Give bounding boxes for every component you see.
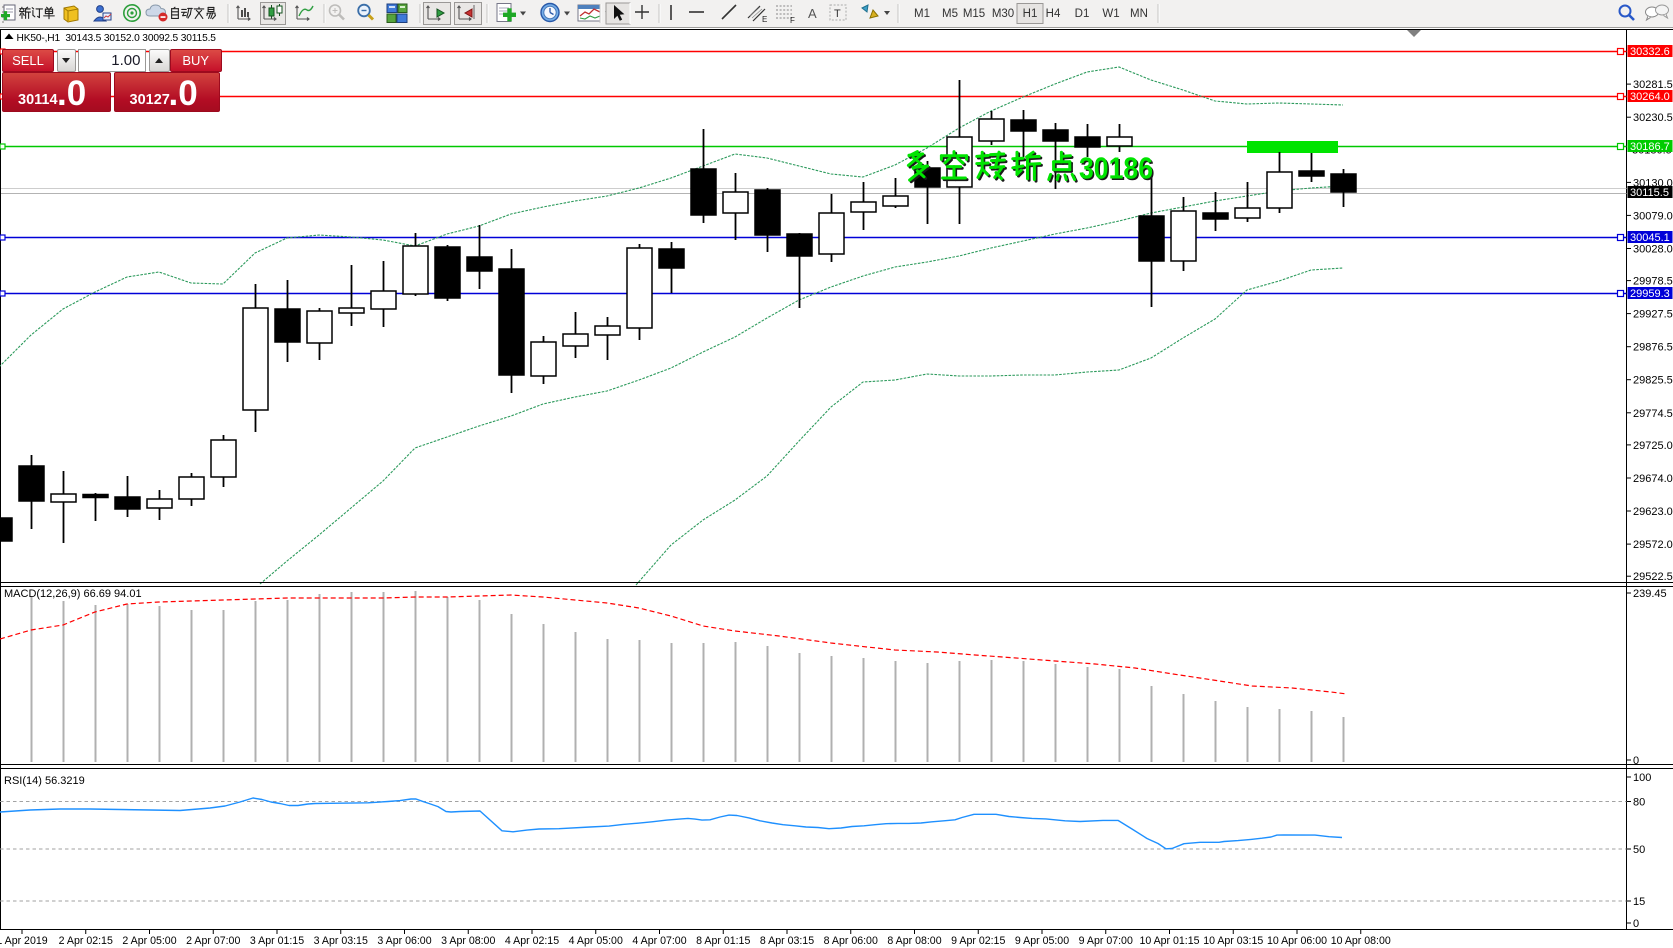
svg-text:29959.3: 29959.3 [1630,288,1670,300]
svg-text:2 Apr 07:00: 2 Apr 07:00 [186,935,240,947]
svg-text:4 Apr 02:15: 4 Apr 02:15 [505,935,559,947]
svg-text:8 Apr 08:00: 8 Apr 08:00 [887,935,941,947]
svg-text:8 Apr 01:15: 8 Apr 01:15 [696,935,750,947]
svg-text:30028.0: 30028.0 [1633,244,1673,256]
svg-text:2 Apr 02:15: 2 Apr 02:15 [59,935,113,947]
svg-text:30186: 30186 [1081,152,1155,187]
svg-text:D1: D1 [1075,8,1090,20]
svg-text:E: E [762,15,767,24]
svg-text:29674.0: 29674.0 [1633,473,1673,485]
svg-text:RSI(14) 56.3219: RSI(14) 56.3219 [4,775,85,787]
svg-text:30332.6: 30332.6 [1630,46,1670,58]
svg-text:H1: H1 [1023,8,1038,20]
svg-text:1 Apr 2019: 1 Apr 2019 [0,935,48,947]
svg-text:HK50-,H1 30143.5 30152.0 3009: HK50-,H1 30143.5 30152.0 30092.5 30115.5 [17,33,217,44]
svg-text:4 Apr 05:00: 4 Apr 05:00 [569,935,623,947]
svg-text:A: A [808,6,817,21]
svg-text:8 Apr 06:00: 8 Apr 06:00 [824,935,878,947]
svg-text:30230.5: 30230.5 [1633,112,1673,124]
svg-text:MACD(12,26,9) 66.69 94.01: MACD(12,26,9) 66.69 94.01 [4,588,142,600]
svg-text:50: 50 [1633,844,1645,856]
svg-text:W1: W1 [1102,8,1119,20]
svg-text:29572.0: 29572.0 [1633,539,1673,551]
svg-text:29876.5: 29876.5 [1633,342,1673,354]
svg-text:239.45: 239.45 [1633,588,1667,600]
svg-text:3 Apr 03:15: 3 Apr 03:15 [314,935,368,947]
svg-text:10 Apr 08:00: 10 Apr 08:00 [1331,935,1391,947]
svg-text:30186.7: 30186.7 [1630,141,1670,153]
svg-text:80: 80 [1633,797,1645,809]
svg-text:9 Apr 02:15: 9 Apr 02:15 [951,935,1005,947]
svg-text:3 Apr 08:00: 3 Apr 08:00 [441,935,495,947]
svg-text:29522.5: 29522.5 [1633,571,1673,583]
svg-text:F: F [790,16,795,25]
svg-text:M30: M30 [992,8,1014,20]
svg-text:30045.1: 30045.1 [1630,232,1670,244]
svg-text:MN: MN [1130,8,1148,20]
svg-text:M15: M15 [963,8,985,20]
svg-text:10 Apr 01:15: 10 Apr 01:15 [1139,935,1199,947]
svg-text:30079.0: 30079.0 [1633,210,1673,222]
svg-text:29623.0: 29623.0 [1633,506,1673,518]
svg-text:3 Apr 06:00: 3 Apr 06:00 [377,935,431,947]
svg-text:30264.0: 30264.0 [1630,91,1670,103]
svg-text:29725.0: 29725.0 [1633,440,1673,452]
svg-text:T: T [834,8,841,20]
svg-text:29927.5: 29927.5 [1633,309,1673,321]
svg-text:M5: M5 [942,8,958,20]
svg-text:9 Apr 07:00: 9 Apr 07:00 [1079,935,1133,947]
svg-text:15: 15 [1633,896,1645,908]
svg-text:10 Apr 03:15: 10 Apr 03:15 [1203,935,1263,947]
svg-text:30115.5: 30115.5 [1630,187,1669,199]
svg-text:29825.5: 29825.5 [1633,375,1673,387]
svg-text:H4: H4 [1046,8,1061,20]
svg-text:10 Apr 06:00: 10 Apr 06:00 [1267,935,1327,947]
svg-text:2 Apr 05:00: 2 Apr 05:00 [122,935,176,947]
svg-text:9 Apr 05:00: 9 Apr 05:00 [1015,935,1069,947]
svg-text:30281.5: 30281.5 [1633,79,1673,91]
svg-text:4 Apr 07:00: 4 Apr 07:00 [632,935,686,947]
svg-text:0: 0 [1633,918,1639,930]
svg-text:29978.5: 29978.5 [1633,276,1673,288]
svg-text:30186: 30186 [1079,151,1153,186]
svg-text:100: 100 [1633,772,1651,784]
svg-text:3 Apr 01:15: 3 Apr 01:15 [250,935,304,947]
svg-text:M1: M1 [914,8,930,20]
svg-text:29774.5: 29774.5 [1633,408,1673,420]
svg-text:8 Apr 03:15: 8 Apr 03:15 [760,935,814,947]
svg-text:0: 0 [1633,755,1639,767]
